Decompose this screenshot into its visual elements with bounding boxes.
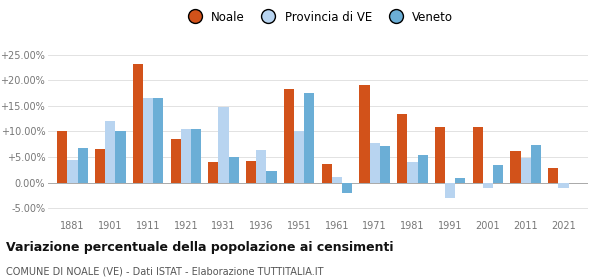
Bar <box>246 161 256 183</box>
Bar <box>266 171 277 183</box>
Bar <box>332 178 342 183</box>
Bar <box>548 168 559 183</box>
Bar <box>418 155 428 183</box>
Text: Variazione percentuale della popolazione ai censimenti: Variazione percentuale della popolazione… <box>6 241 394 254</box>
Bar <box>143 98 153 183</box>
Bar <box>322 164 332 183</box>
Bar <box>294 131 304 183</box>
Bar <box>521 158 531 183</box>
Bar <box>559 183 569 188</box>
Bar <box>370 143 380 183</box>
Bar <box>67 160 77 183</box>
Bar <box>473 127 483 183</box>
Bar <box>304 93 314 183</box>
Bar <box>359 85 370 183</box>
Bar <box>511 151 521 183</box>
Bar <box>493 165 503 183</box>
Bar <box>181 129 191 183</box>
Bar <box>133 64 143 183</box>
Bar <box>218 107 229 183</box>
Text: COMUNE DI NOALE (VE) - Dati ISTAT - Elaborazione TUTTITALIA.IT: COMUNE DI NOALE (VE) - Dati ISTAT - Elab… <box>6 266 323 276</box>
Bar <box>77 148 88 183</box>
Bar <box>170 139 181 183</box>
Bar <box>256 150 266 183</box>
Bar <box>229 157 239 183</box>
Bar <box>95 149 105 183</box>
Bar <box>191 129 201 183</box>
Bar <box>208 162 218 183</box>
Bar <box>380 146 390 183</box>
Bar <box>397 114 407 183</box>
Bar <box>115 131 125 183</box>
Bar <box>445 183 455 198</box>
Bar <box>435 127 445 183</box>
Bar <box>284 89 294 183</box>
Bar <box>407 162 418 183</box>
Bar <box>342 183 352 193</box>
Bar <box>57 131 67 183</box>
Bar <box>455 178 466 183</box>
Bar <box>531 145 541 183</box>
Legend: Noale, Provincia di VE, Veneto: Noale, Provincia di VE, Veneto <box>178 6 458 28</box>
Bar <box>483 183 493 188</box>
Bar <box>105 121 115 183</box>
Bar <box>153 98 163 183</box>
